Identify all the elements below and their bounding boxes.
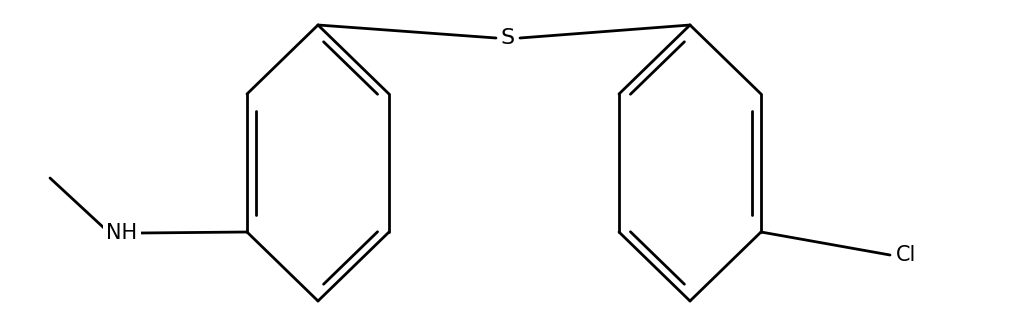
Text: S: S bbox=[501, 28, 515, 48]
Text: Cl: Cl bbox=[896, 245, 916, 265]
Text: NH: NH bbox=[107, 223, 137, 243]
